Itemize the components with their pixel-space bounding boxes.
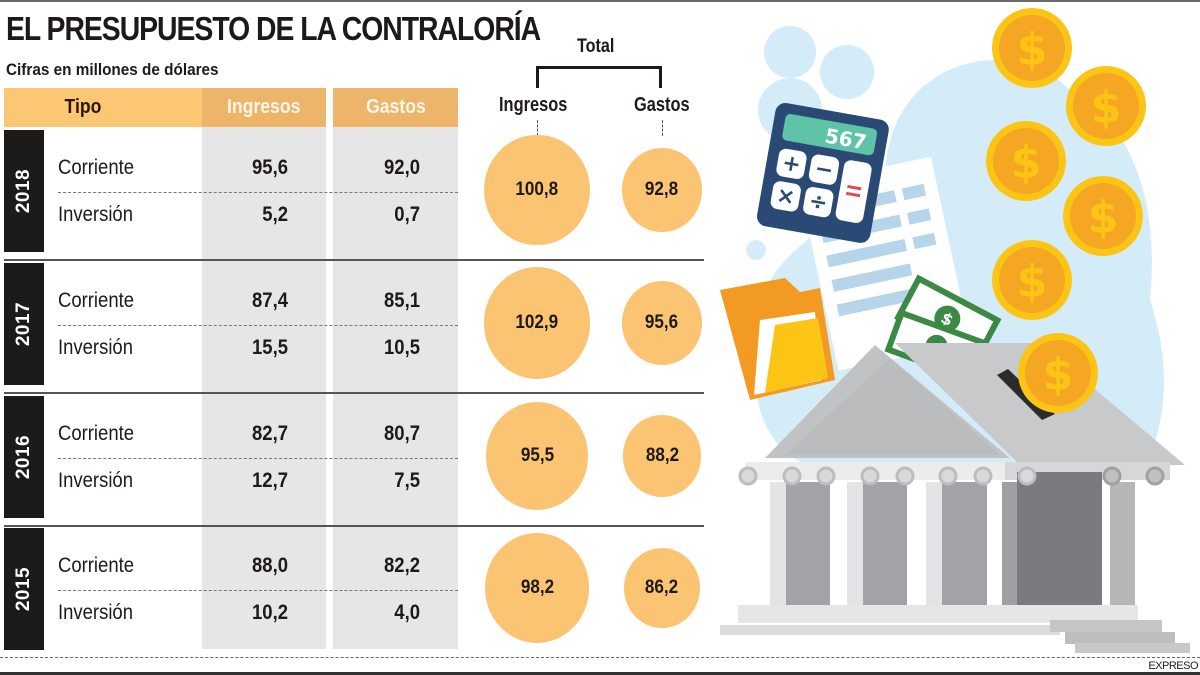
- row-label-corriente: Corriente: [58, 156, 135, 179]
- row-divider: [58, 458, 458, 459]
- svg-text:$: $: [1011, 137, 1042, 188]
- row-label-inversion: Inversión: [58, 203, 133, 226]
- svg-text:×: ×: [774, 183, 796, 211]
- svg-text:$: $: [1091, 82, 1122, 133]
- total-ingresos-bubble: 98,2: [484, 533, 590, 643]
- total-bracket: [536, 66, 662, 88]
- coin-icon: $: [1066, 66, 1146, 146]
- row-label-inversion: Inversión: [58, 336, 133, 359]
- header-ingresos: Ingresos: [202, 88, 326, 127]
- total-ingresos-header: Ingresos: [499, 94, 568, 116]
- svg-text:+: +: [780, 150, 802, 178]
- coin-icon: $: [992, 240, 1072, 320]
- row-divider: [58, 192, 458, 193]
- row-label-inversion: Inversión: [58, 469, 133, 492]
- gastos-column-bg: [333, 127, 458, 649]
- gastos-value: 7,5: [394, 469, 420, 492]
- header-gastos-label: Gastos: [365, 96, 426, 118]
- year-label: 2018: [13, 168, 34, 214]
- year-separator: [4, 259, 704, 261]
- row-divider: [58, 325, 458, 326]
- total-ingresos-bubble: 102,9: [483, 266, 591, 380]
- total-gastos-header: Gastos: [634, 94, 690, 116]
- total-gastos-bubble: 95,6: [621, 280, 703, 366]
- gastos-value: 92,0: [384, 156, 420, 179]
- year-separator: [4, 525, 704, 527]
- total-gastos-value: 88,2: [645, 444, 679, 466]
- total-ingresos-bubble: 95,5: [485, 401, 589, 510]
- svg-text:÷: ÷: [807, 189, 829, 217]
- row-label-inversion: Inversión: [58, 601, 133, 624]
- total-gastos-bubble: 86,2: [623, 547, 701, 629]
- total-gastos-bubble: 88,2: [623, 415, 701, 497]
- svg-text:$: $: [1088, 192, 1119, 243]
- total-ingresos-value: 102,9: [515, 311, 559, 333]
- row-divider: [58, 590, 458, 591]
- gastos-value: 85,1: [384, 289, 420, 312]
- gastos-value: 10,5: [384, 336, 420, 359]
- header-gastos: Gastos: [333, 88, 458, 127]
- svg-text:$: $: [1043, 349, 1074, 400]
- page-title: EL PRESUPUESTO DE LA CONTRALORÍA: [6, 10, 541, 47]
- page-subtitle: Cifras en millones de dólares: [6, 60, 219, 79]
- year-label: 2015: [13, 566, 34, 612]
- gastos-value: 0,7: [394, 203, 420, 226]
- ingresos-value: 15,5: [252, 336, 288, 359]
- ingresos-column-bg: [202, 127, 326, 649]
- total-ingresos-value: 95,5: [520, 444, 554, 466]
- bottom-rule: [0, 672, 1200, 675]
- coin-icon-group: $ $ $ $ $: [986, 8, 1146, 320]
- total-gastos-value: 92,8: [645, 178, 679, 200]
- gastos-value: 80,7: [384, 422, 420, 445]
- ingresos-leader-line: [537, 120, 538, 136]
- row-label-corriente: Corriente: [58, 554, 135, 577]
- ingresos-value: 5,2: [262, 203, 288, 226]
- ingresos-value: 88,0: [252, 554, 288, 577]
- folder-icon: [720, 278, 835, 400]
- year-label: 2017: [13, 301, 34, 347]
- row-label-corriente: Corriente: [58, 289, 135, 312]
- year-separator: [4, 392, 704, 394]
- ingresos-value: 12,7: [252, 469, 288, 492]
- header-tipo: Tipo: [4, 88, 202, 127]
- total-ingresos-value: 100,8: [515, 178, 559, 200]
- gastos-value: 4,0: [394, 601, 420, 624]
- total-gastos-bubble: 92,8: [622, 148, 702, 232]
- credit-text: EXPRESO: [1148, 660, 1198, 672]
- total-label: Total: [577, 36, 615, 57]
- total-ingresos-bubble: 100,8: [484, 134, 590, 246]
- coin-icon: $: [986, 121, 1066, 201]
- total-ingresos-value: 98,2: [520, 576, 554, 598]
- total-gastos-value: 86,2: [645, 576, 679, 598]
- ingresos-value: 95,6: [252, 156, 288, 179]
- svg-text:$: $: [1017, 256, 1048, 307]
- coin-icon: $: [1063, 176, 1143, 256]
- year-tab: 2015: [4, 528, 44, 650]
- year-label: 2016: [13, 434, 34, 480]
- svg-text:−: −: [813, 156, 835, 184]
- top-rule: [0, 0, 1200, 2]
- year-tab: 2018: [4, 130, 44, 252]
- svg-text:$: $: [1017, 24, 1048, 75]
- gastos-leader-line: [662, 120, 663, 136]
- illustration: 567 + − × ÷ $ $ $ $ $ $: [720, 8, 1190, 653]
- year-tab: 2017: [4, 263, 44, 385]
- header-tipo-label: Tipo: [64, 96, 102, 118]
- coin-icon: $: [1018, 333, 1098, 413]
- year-tab: 2016: [4, 396, 44, 518]
- coin-icon: $: [992, 8, 1072, 88]
- calculator-icon: 567 + − × ÷: [757, 103, 889, 243]
- total-gastos-value: 95,6: [645, 311, 679, 333]
- header-ingresos-label: Ingresos: [227, 96, 301, 118]
- ingresos-value: 82,7: [252, 422, 288, 445]
- ingresos-value: 87,4: [252, 289, 288, 312]
- ingresos-value: 10,2: [252, 601, 288, 624]
- gastos-value: 82,2: [384, 554, 420, 577]
- row-label-corriente: Corriente: [58, 422, 135, 445]
- bottom-dashed-rule: [0, 657, 1200, 658]
